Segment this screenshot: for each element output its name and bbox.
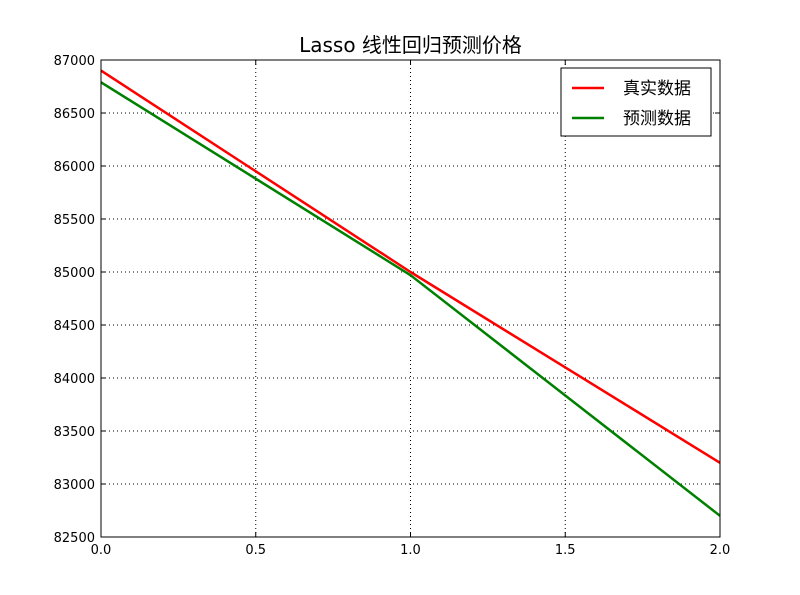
y-tick-label: 83500: [54, 425, 95, 440]
y-tick-label: 84000: [54, 372, 95, 387]
y-tick-label: 84500: [54, 319, 95, 334]
y-tick-label: 86000: [54, 160, 95, 175]
legend-label-2: 预测数据: [623, 109, 691, 129]
x-axis-ticks: 0.0 0.5 1.0 1.5 2.0: [91, 60, 731, 558]
chart-title: Lasso 线性回归预测价格: [299, 33, 522, 57]
x-tick-label: 0.0: [91, 543, 112, 558]
x-tick-label: 1.5: [555, 543, 576, 558]
y-tick-label: 87000: [54, 54, 95, 69]
y-tick-label: 86500: [54, 107, 95, 122]
y-tick-label: 85000: [54, 266, 95, 281]
x-tick-label: 1.0: [400, 543, 421, 558]
plot-series: [100, 69, 721, 517]
y-tick-label: 83000: [54, 478, 95, 493]
x-tick-label: 0.5: [245, 543, 266, 558]
y-axis-ticks: 82500 83000 83500 84000 84500 85000 85500 86000…: [54, 54, 720, 546]
y-tick-label: 82500: [54, 531, 95, 546]
series-line-1: [100, 69, 721, 464]
series-line-2: [100, 81, 721, 517]
legend-box: [560, 67, 712, 137]
x-tick-label: 2.0: [710, 543, 731, 558]
legend-label-1: 真实数据: [623, 79, 691, 99]
y-tick-label: 85500: [54, 213, 95, 228]
